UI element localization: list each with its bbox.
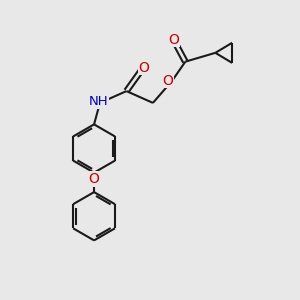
Text: NH: NH (89, 95, 108, 108)
Text: O: O (162, 74, 173, 88)
Text: O: O (168, 33, 179, 46)
Text: O: O (88, 172, 100, 186)
Text: O: O (139, 61, 149, 75)
